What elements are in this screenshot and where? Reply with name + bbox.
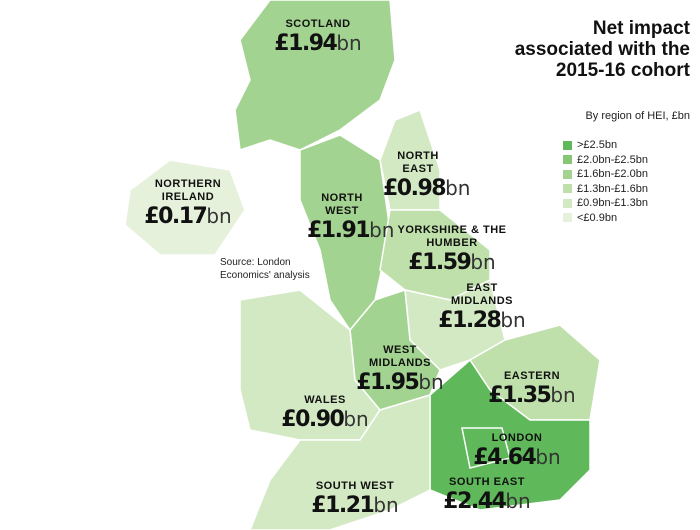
legend-label: £2.0bn-£2.5bn xyxy=(577,153,648,166)
unit: bn xyxy=(445,176,471,200)
amount: £4.64 xyxy=(473,445,537,470)
unit: bn xyxy=(206,204,232,228)
legend-label: £0.9bn-£1.3bn xyxy=(577,197,648,210)
region-label: SOUTH WEST £1.21bn xyxy=(305,480,405,518)
amount: £2.44 xyxy=(443,489,507,514)
legend-swatch xyxy=(563,155,572,165)
legend: >£2.5bn £2.0bn-£2.5bn £1.6bn-£2.0bn £1.3bn-… xyxy=(563,138,648,225)
unit: bn xyxy=(343,407,369,431)
unit: bn xyxy=(470,250,496,274)
legend-item: £0.9bn-£1.3bn xyxy=(563,196,648,211)
region-name: LONDON xyxy=(491,432,543,444)
amount: £1.35 xyxy=(488,383,552,408)
amount: £1.28 xyxy=(438,308,502,333)
unit: bn xyxy=(550,383,576,407)
legend-item: £1.6bn-£2.0bn xyxy=(563,167,648,182)
region-shape xyxy=(461,427,511,469)
region-label: EASTERN £1.35bn xyxy=(487,370,577,408)
region-shape xyxy=(234,0,396,152)
region-label: NORTHERN IRELAND £0.17bn xyxy=(138,178,238,229)
legend-swatch xyxy=(563,198,572,208)
region-value: £1.59bn xyxy=(397,250,507,275)
legend-item: <£0.9bn xyxy=(563,211,648,226)
region-name: SOUTH EAST xyxy=(449,476,525,488)
region-shape xyxy=(124,159,246,256)
legend-item: >£2.5bn xyxy=(563,138,648,153)
legend-label: >£2.5bn xyxy=(577,139,618,152)
region-label: NORTH EAST £0.98bn xyxy=(383,150,470,201)
region-shape xyxy=(429,358,591,511)
legend-label: <£0.9bn xyxy=(577,211,618,224)
amount: £1.21 xyxy=(311,493,375,518)
region-label: EAST MIDLANDS £1.28bn xyxy=(437,282,527,333)
region-value: £1.94bn xyxy=(263,31,373,56)
region-label: YORKSHIRE & THE HUMBER £1.59bn xyxy=(397,224,507,275)
region-value: £2.44bn xyxy=(437,489,537,514)
source: Source: London Economics' analysis xyxy=(220,257,310,281)
region-label: SCOTLAND £1.94bn xyxy=(263,18,373,56)
region-name: NORTH EAST xyxy=(397,150,439,175)
amount: £1.95 xyxy=(356,370,420,395)
legend-swatch xyxy=(563,184,572,194)
region-label: WEST MIDLANDS £1.95bn xyxy=(355,344,445,395)
region-name: SCOTLAND xyxy=(285,18,351,30)
region-name: YORKSHIRE & THE HUMBER xyxy=(397,224,507,249)
unit: bn xyxy=(500,308,526,332)
amount: £1.94 xyxy=(274,31,338,56)
unit: bn xyxy=(369,218,395,242)
amount: £0.98 xyxy=(383,176,447,201)
amount: £1.59 xyxy=(408,250,472,275)
legend-label: £1.6bn-£2.0bn xyxy=(577,168,648,181)
amount: £0.90 xyxy=(281,407,345,432)
legend-swatch xyxy=(563,169,572,179)
legend-swatch xyxy=(563,140,572,150)
amount: £0.17 xyxy=(144,204,208,229)
unit: bn xyxy=(535,445,561,469)
unit: bn xyxy=(505,489,531,513)
subtitle: By region of HEI, £bn xyxy=(585,110,690,122)
amount: £1.91 xyxy=(307,218,371,243)
unit: bn xyxy=(336,31,362,55)
region-label: WALES £0.90bn xyxy=(280,394,370,432)
region-value: £1.21bn xyxy=(305,493,405,518)
legend-item: £1.3bn-£1.6bn xyxy=(563,182,648,197)
region-value: £4.64bn xyxy=(472,445,562,470)
title: Net impact associated with the 2015-16 c… xyxy=(514,18,690,81)
region-value: £0.90bn xyxy=(280,407,370,432)
region-name: SOUTH WEST xyxy=(315,480,395,492)
unit: bn xyxy=(373,493,399,517)
region-name: WEST MIDLANDS xyxy=(368,344,432,369)
region-name: EASTERN xyxy=(503,370,561,382)
region-name: NORTH WEST xyxy=(321,192,363,217)
unit: bn xyxy=(418,370,444,394)
legend-item: £2.0bn-£2.5bn xyxy=(563,153,648,168)
region-label: NORTH WEST £1.91bn xyxy=(307,192,394,243)
region-name: NORTHERN IRELAND xyxy=(154,178,222,203)
region-value: £1.91bn xyxy=(307,218,394,243)
legend-label: £1.3bn-£1.6bn xyxy=(577,182,648,195)
region-value: £1.95bn xyxy=(355,370,445,395)
region-value: £1.35bn xyxy=(487,383,577,408)
region-value: £0.98bn xyxy=(383,176,470,201)
region-shape xyxy=(249,393,431,530)
region-value: £0.17bn xyxy=(138,204,238,229)
region-label: LONDON £4.64bn xyxy=(472,432,562,470)
region-label: SOUTH EAST £2.44bn xyxy=(437,476,537,514)
region-name: WALES xyxy=(304,394,346,406)
legend-swatch xyxy=(563,213,572,223)
region-name: EAST MIDLANDS xyxy=(450,282,514,307)
region-value: £1.28bn xyxy=(437,308,527,333)
